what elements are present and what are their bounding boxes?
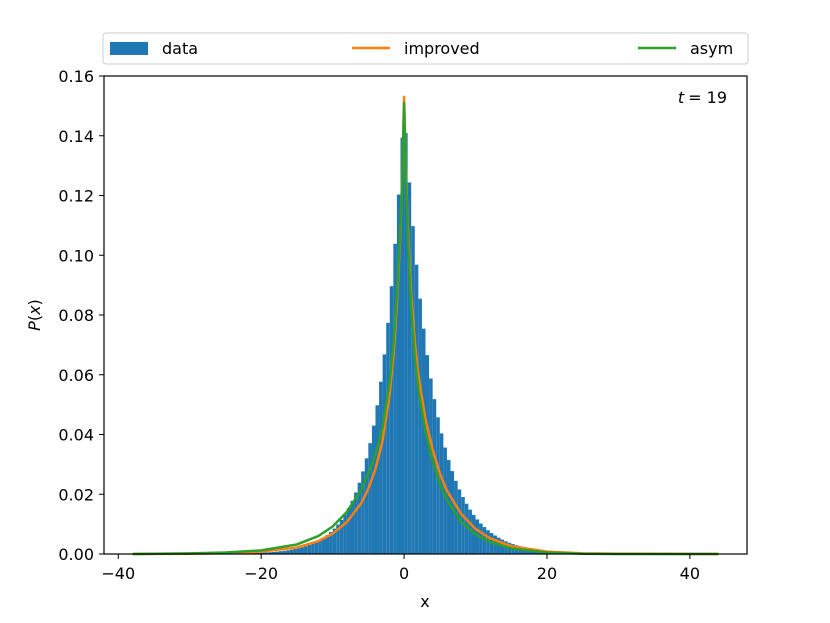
y-tick-label: 0.16 — [58, 67, 94, 86]
histogram-bar — [279, 551, 283, 554]
histogram-bar — [289, 549, 294, 554]
y-tick-label: 0.02 — [58, 485, 94, 504]
x-axis-label: x — [420, 592, 429, 611]
time-annotation-symbol: t — [678, 88, 685, 107]
x-tick-label: 40 — [680, 564, 700, 583]
y-tick-label: 0.12 — [58, 187, 94, 206]
histogram-bar — [293, 548, 297, 554]
x-tick-label: −40 — [101, 564, 135, 583]
histogram-bar — [336, 524, 340, 554]
y-tick-label: 0.14 — [58, 127, 94, 146]
histogram-bar — [350, 500, 355, 554]
histogram-bar — [361, 471, 365, 554]
histogram-bar — [286, 550, 290, 554]
histogram-bar — [382, 354, 387, 554]
histogram-bar — [411, 226, 415, 554]
histogram-bar — [461, 497, 465, 554]
histogram-bar — [346, 508, 351, 554]
histogram-bar — [296, 548, 301, 554]
legend-label-data: data — [162, 39, 198, 58]
time-annotation: t = 19 — [678, 88, 727, 107]
histogram-bar — [443, 447, 447, 554]
histogram-bar — [454, 480, 458, 554]
x-tick-label: −20 — [244, 564, 278, 583]
histogram-bar — [450, 471, 455, 554]
histogram-bar — [329, 532, 333, 554]
histogram-bar — [357, 482, 362, 554]
y-axis-label-symbol: P — [25, 321, 44, 331]
histogram-bar — [439, 433, 444, 554]
histogram-bar — [414, 264, 419, 554]
histogram-bar — [404, 133, 408, 554]
histogram-bar — [321, 537, 326, 554]
histogram-bar — [368, 443, 372, 554]
histogram-bar — [475, 519, 480, 554]
time-annotation-value: = 19 — [688, 88, 727, 107]
histogram-bar — [275, 551, 280, 554]
histogram-bar — [407, 182, 412, 555]
histogram-bar — [400, 137, 405, 554]
legend-frame — [102, 32, 749, 65]
histogram-bar — [379, 381, 383, 554]
histogram-bar — [307, 544, 312, 554]
histogram-bar — [268, 552, 272, 554]
x-tick-label: 20 — [537, 564, 557, 583]
histogram-bar — [375, 405, 380, 554]
histogram-bar — [464, 503, 469, 554]
histogram-bar — [314, 541, 319, 554]
legend: data improved asym — [102, 32, 749, 65]
histogram-bar — [325, 535, 330, 554]
y-axis-label: P(x) — [25, 299, 44, 331]
histogram-bar — [446, 460, 451, 554]
y-tick-label: 0.00 — [58, 545, 94, 564]
x-tick-label: 0 — [399, 564, 409, 583]
histogram-bar — [418, 298, 422, 554]
histogram-bar — [332, 528, 337, 554]
histogram-bar — [393, 243, 397, 555]
x-axis: −40 −20 0 20 40 — [101, 554, 700, 583]
histogram-bar — [425, 355, 430, 554]
legend-label-asym: asym — [690, 39, 733, 58]
histogram-bar — [364, 458, 369, 554]
histogram-bar — [371, 425, 376, 554]
series-line-improved — [132, 95, 719, 556]
histogram-bar — [468, 509, 472, 554]
histogram-bar — [436, 417, 440, 554]
y-tick-label: 0.04 — [58, 426, 94, 445]
histogram-bar — [457, 489, 462, 554]
legend-label-improved: improved — [404, 39, 480, 58]
histogram-bar — [386, 322, 390, 554]
legend-swatch-data — [110, 42, 148, 55]
histogram-bar — [354, 492, 358, 554]
y-axis-label-open: ( — [25, 315, 44, 321]
histogram-bar — [300, 547, 305, 554]
histogram-bar — [271, 551, 276, 554]
histogram-bars — [132, 133, 719, 555]
y-axis-label-arg: x — [25, 305, 44, 316]
histogram-bar — [318, 539, 322, 554]
histogram-bar — [396, 194, 401, 554]
histogram-bar — [343, 514, 347, 554]
histogram-bar — [261, 552, 265, 554]
histogram-bar — [471, 514, 476, 554]
histogram-bar — [421, 328, 426, 554]
histogram-bar — [479, 523, 483, 554]
series-line-asym — [132, 101, 719, 556]
y-tick-label: 0.10 — [58, 246, 94, 265]
histogram-bar — [389, 286, 394, 554]
y-axis-label-close: ) — [25, 299, 44, 305]
histogram-bar — [264, 552, 269, 554]
histogram-bar — [339, 519, 344, 554]
histogram-bar — [304, 546, 308, 554]
histogram-bar — [432, 399, 437, 554]
y-tick-label: 0.08 — [58, 306, 94, 325]
y-tick-label: 0.06 — [58, 366, 94, 385]
y-axis: 0.00 0.02 0.04 0.06 0.08 0.10 0.12 0.14 0.16 — [58, 67, 104, 564]
histogram-bar — [311, 543, 315, 554]
plot-area — [132, 95, 719, 556]
histogram-bar — [429, 378, 433, 554]
histogram-bar — [282, 550, 287, 554]
